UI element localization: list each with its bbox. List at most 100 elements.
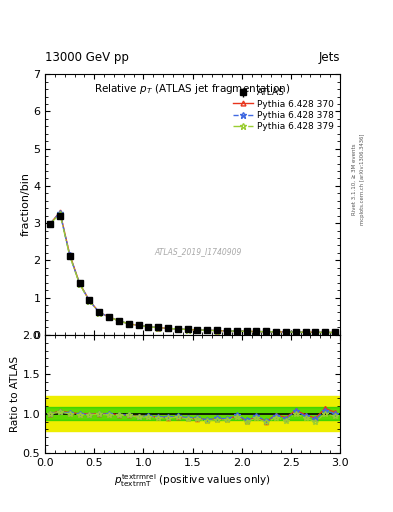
Pythia 6.428 379 [264,329,269,335]
Pythia 6.428 379 [244,328,249,334]
Pythia 6.428 370 [323,329,328,335]
Pythia 6.428 379 [284,329,288,335]
Pythia 6.428 370 [333,329,338,335]
Pythia 6.428 379 [303,329,308,335]
Pythia 6.428 370 [225,328,230,334]
Pythia 6.428 378 [57,209,62,216]
Line: Pythia 6.428 379: Pythia 6.428 379 [47,210,338,336]
Pythia 6.428 379 [323,329,328,335]
Pythia 6.428 378 [136,323,141,329]
Pythia 6.428 378 [116,317,121,324]
Pythia 6.428 370 [274,329,279,335]
Pythia 6.428 378 [333,329,338,335]
Pythia 6.428 370 [313,329,318,335]
Pythia 6.428 370 [107,314,112,320]
Pythia 6.428 379 [195,327,200,333]
Pythia 6.428 378 [127,321,131,327]
Pythia 6.428 370 [68,251,72,258]
Pythia 6.428 379 [107,314,112,320]
Pythia 6.428 378 [254,328,259,334]
Legend: ATLAS, Pythia 6.428 370, Pythia 6.428 378, Pythia 6.428 379: ATLAS, Pythia 6.428 370, Pythia 6.428 37… [231,87,336,133]
Text: Rivet 3.1.10, ≥ 3M events: Rivet 3.1.10, ≥ 3M events [352,143,357,215]
Pythia 6.428 379 [166,325,171,331]
Pythia 6.428 370 [166,325,171,331]
Pythia 6.428 378 [205,327,210,333]
Pythia 6.428 370 [57,209,62,215]
Line: Pythia 6.428 378: Pythia 6.428 378 [47,209,338,335]
Pythia 6.428 370 [116,317,121,324]
Pythia 6.428 370 [293,329,298,335]
Pythia 6.428 379 [146,324,151,330]
Pythia 6.428 370 [77,280,82,286]
Pythia 6.428 379 [215,328,219,334]
Pythia 6.428 378 [264,329,269,335]
Pythia 6.428 378 [284,329,288,335]
Pythia 6.428 379 [116,318,121,324]
Pythia 6.428 370 [264,329,269,335]
Y-axis label: fraction/bin: fraction/bin [20,173,30,237]
Pythia 6.428 378 [77,281,82,287]
Text: ATLAS_2019_I1740909: ATLAS_2019_I1740909 [155,247,242,256]
Pythia 6.428 370 [156,325,161,331]
Pythia 6.428 370 [303,329,308,335]
Pythia 6.428 370 [215,328,219,334]
Pythia 6.428 378 [234,328,239,334]
Pythia 6.428 378 [225,328,230,334]
Text: Jets: Jets [318,51,340,64]
Pythia 6.428 370 [48,221,53,227]
Pythia 6.428 379 [205,327,210,333]
Pythia 6.428 378 [97,309,101,315]
Pythia 6.428 379 [127,321,131,327]
Pythia 6.428 379 [156,325,161,331]
Pythia 6.428 370 [234,328,239,334]
Pythia 6.428 379 [176,326,180,332]
Pythia 6.428 378 [244,328,249,334]
Text: mcplots.cern.ch [arXiv:1306.3436]: mcplots.cern.ch [arXiv:1306.3436] [360,134,365,225]
Pythia 6.428 379 [254,329,259,335]
Pythia 6.428 378 [166,325,171,331]
Pythia 6.428 378 [293,329,298,335]
Text: 13000 GeV pp: 13000 GeV pp [45,51,129,64]
Pythia 6.428 370 [244,328,249,334]
Pythia 6.428 379 [77,281,82,287]
Pythia 6.428 378 [68,252,72,259]
Pythia 6.428 379 [293,329,298,335]
Pythia 6.428 379 [185,327,190,333]
X-axis label: $p_{\mathrm{textrm{T}}}^{\mathrm{textrm{rel}}}$ (positive values only): $p_{\mathrm{textrm{T}}}^{\mathrm{textrm{… [114,472,271,489]
Pythia 6.428 378 [185,326,190,332]
Pythia 6.428 370 [254,328,259,334]
Pythia 6.428 379 [313,329,318,335]
Pythia 6.428 370 [136,323,141,329]
Pythia 6.428 370 [176,326,180,332]
Pythia 6.428 379 [136,323,141,329]
Pythia 6.428 378 [107,314,112,320]
Pythia 6.428 379 [225,328,230,334]
Pythia 6.428 370 [195,327,200,333]
Pythia 6.428 370 [185,327,190,333]
Pythia 6.428 378 [274,329,279,335]
Pythia 6.428 379 [274,329,279,335]
Pythia 6.428 378 [323,329,328,335]
Text: Relative $p_T$ (ATLAS jet fragmentation): Relative $p_T$ (ATLAS jet fragmentation) [94,82,291,96]
Y-axis label: Ratio to ATLAS: Ratio to ATLAS [10,356,20,432]
Pythia 6.428 379 [97,310,101,316]
Pythia 6.428 370 [87,297,92,304]
Pythia 6.428 378 [176,326,180,332]
Pythia 6.428 370 [146,324,151,330]
Pythia 6.428 370 [284,329,288,335]
Pythia 6.428 378 [156,325,161,331]
Pythia 6.428 379 [234,328,239,334]
Pythia 6.428 378 [215,328,219,334]
Pythia 6.428 370 [205,327,210,333]
Pythia 6.428 370 [97,309,101,315]
Pythia 6.428 378 [313,329,318,335]
Pythia 6.428 378 [195,327,200,333]
Line: Pythia 6.428 370: Pythia 6.428 370 [48,209,338,335]
Pythia 6.428 379 [57,211,62,217]
Pythia 6.428 378 [303,329,308,335]
Pythia 6.428 379 [333,330,338,336]
Pythia 6.428 379 [68,253,72,259]
Pythia 6.428 378 [146,324,151,330]
Pythia 6.428 370 [127,321,131,327]
Pythia 6.428 378 [87,298,92,304]
